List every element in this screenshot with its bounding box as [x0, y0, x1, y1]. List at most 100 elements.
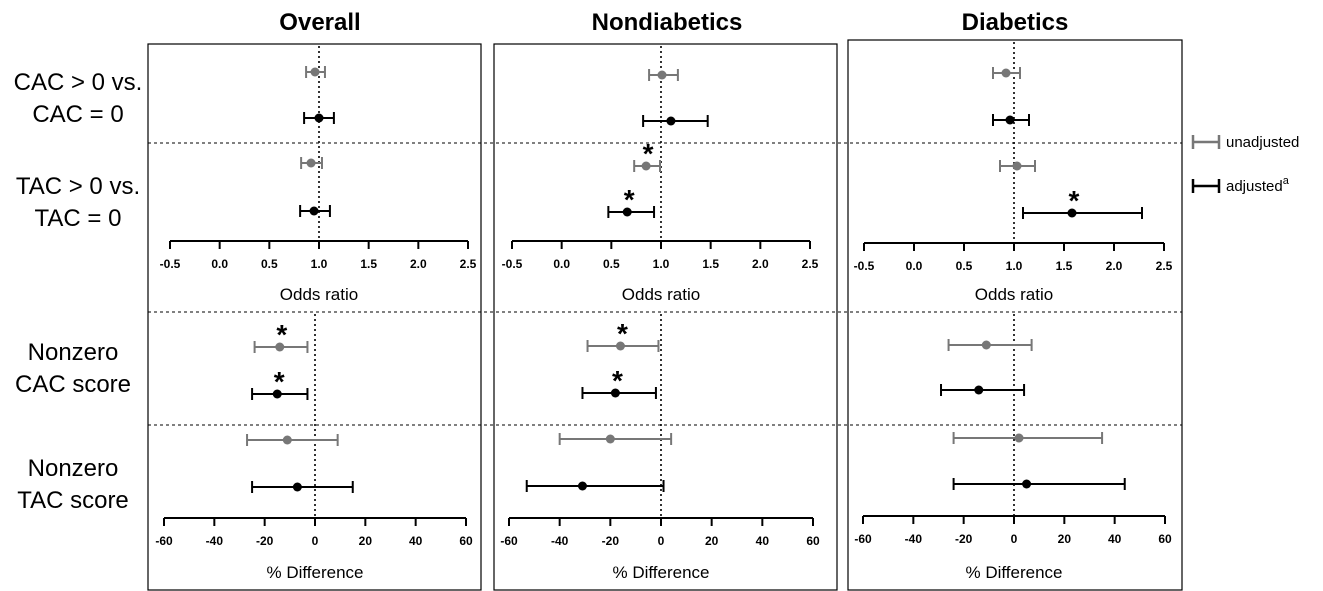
point-estimate: [641, 161, 651, 171]
x-tick-label: -0.5: [502, 257, 523, 271]
adjusted-estimate: [992, 114, 1030, 126]
x-tick-label: 40: [1108, 532, 1122, 546]
legend-unadjusted-marker: [1191, 135, 1221, 149]
point-estimate: [605, 434, 615, 444]
row-label-cac-line2: CAC = 0: [32, 101, 123, 128]
forest-panel: -60 -40 -20 0 20 40 60 % Difference * *: [500, 314, 820, 582]
panel-title-overall: Overall: [279, 9, 360, 36]
x-tick-label: 0.0: [906, 259, 923, 273]
row-label-cacscore-line1: Nonzero: [28, 339, 119, 366]
x-tick-label: 2.0: [752, 257, 769, 271]
panel-title-nondiabetics: Nondiabetics: [592, 9, 743, 36]
unadjusted-estimate: [246, 434, 339, 446]
adjusted-estimate: *: [251, 366, 309, 400]
x-tick-label: -20: [955, 532, 973, 546]
legend-adjusted-superscript: a: [1283, 175, 1290, 187]
row-label-tacscore-line2: TAC score: [17, 487, 129, 514]
unadjusted-estimate: [952, 432, 1104, 444]
panel-title-diabetics: Diabetics: [962, 9, 1069, 36]
row-label-tac-line1: TAC > 0 vs.: [16, 173, 140, 200]
x-tick-label: 1.0: [1006, 259, 1023, 273]
point-estimate: [275, 342, 285, 352]
legend-unadjusted-label: unadjusted: [1226, 134, 1299, 151]
row-label-tac-line2: TAC = 0: [35, 205, 122, 232]
adjusted-estimate: *: [1022, 185, 1143, 219]
point-estimate: [1014, 433, 1024, 443]
x-tick-label: -60: [155, 534, 173, 548]
x-tick-label: -60: [854, 532, 872, 546]
point-estimate: [622, 207, 632, 217]
x-tick-label: 2.0: [410, 257, 427, 271]
point-estimate: [1005, 115, 1015, 125]
unadjusted-estimate: [947, 339, 1033, 351]
unadjusted-estimate: [999, 160, 1036, 172]
x-axis-label: % Difference: [965, 563, 1062, 582]
point-estimate: [657, 70, 667, 80]
unadjusted-estimate: [992, 67, 1021, 79]
x-tick-label: 0.5: [261, 257, 278, 271]
x-tick-label: 20: [1058, 532, 1072, 546]
point-estimate: [309, 206, 319, 216]
x-tick-label: 2.5: [1156, 259, 1173, 273]
legend-adjusted-label: adjusteda: [1226, 175, 1290, 195]
x-tick-label: -0.5: [854, 259, 875, 273]
x-tick-label: 60: [459, 534, 473, 548]
point-estimate: [1067, 208, 1077, 218]
x-tick-label: -20: [602, 534, 620, 548]
x-tick-label: -40: [206, 534, 224, 548]
adjusted-estimate: [299, 205, 331, 217]
forest-panel: -0.5 0.0 0.5 1.0 1.5 2.0 2.5 Odds ratio *: [854, 42, 1173, 304]
x-axis-label: % Difference: [266, 563, 363, 582]
unadjusted-estimate: [648, 69, 679, 81]
x-tick-label: 20: [359, 534, 373, 548]
x-tick-label: -60: [500, 534, 518, 548]
x-tick-label: 40: [409, 534, 423, 548]
point-estimate: [292, 482, 302, 492]
adjusted-estimate: [940, 384, 1026, 396]
significance-star: *: [624, 184, 635, 215]
adjusted-estimate: [251, 481, 354, 493]
x-tick-label: 0: [312, 534, 319, 548]
point-estimate: [577, 481, 587, 491]
point-estimate: [981, 340, 991, 350]
point-estimate: [1001, 68, 1011, 78]
x-tick-label: 0.0: [553, 257, 570, 271]
forest-panel: -0.5 0.0 0.5 1.0 1.5 2.0 2.5 Odds ratio: [160, 46, 477, 304]
adjusted-estimate: [952, 478, 1126, 490]
x-tick-label: 20: [705, 534, 719, 548]
significance-star: *: [274, 366, 285, 397]
x-tick-label: -0.5: [160, 257, 181, 271]
x-tick-label: 2.5: [460, 257, 477, 271]
point-estimate: [1012, 161, 1022, 171]
point-estimate: [306, 158, 316, 168]
significance-star: *: [1069, 185, 1080, 216]
x-axis-label: % Difference: [612, 563, 709, 582]
x-tick-label: -40: [551, 534, 569, 548]
legend: unadjusted adjusteda: [1191, 134, 1299, 195]
x-axis-label: Odds ratio: [622, 285, 700, 304]
adjusted-estimate: *: [581, 365, 657, 399]
point-estimate: [272, 389, 282, 399]
point-estimate: [974, 385, 984, 395]
point-estimate: [282, 435, 292, 445]
row-label-cacscore-line2: CAC score: [15, 371, 131, 398]
significance-star: *: [617, 318, 628, 349]
point-estimate: [310, 67, 320, 77]
x-tick-label: 1.5: [1056, 259, 1073, 273]
x-tick-label: 0: [1011, 532, 1018, 546]
panel-frame-diabetics: [847, 39, 1183, 591]
panel-frame-overall: [147, 43, 482, 591]
x-tick-label: 0.5: [603, 257, 620, 271]
x-tick-label: 1.0: [311, 257, 328, 271]
x-tick-label: -40: [905, 532, 923, 546]
legend-adjusted-text: adjusted: [1226, 178, 1283, 195]
significance-star: *: [643, 138, 654, 169]
x-tick-label: 2.5: [802, 257, 819, 271]
x-tick-label: 1.5: [360, 257, 377, 271]
adjusted-estimate: *: [607, 184, 656, 218]
adjusted-estimate: [303, 112, 335, 124]
forest-plots: -0.5 0.0 0.5 1.0 1.5 2.0 2.5 Odds ratio -0.5 0.0 0…: [155, 42, 1173, 582]
unadjusted-estimate: [300, 157, 323, 169]
unadjusted-estimate: *: [586, 318, 660, 352]
